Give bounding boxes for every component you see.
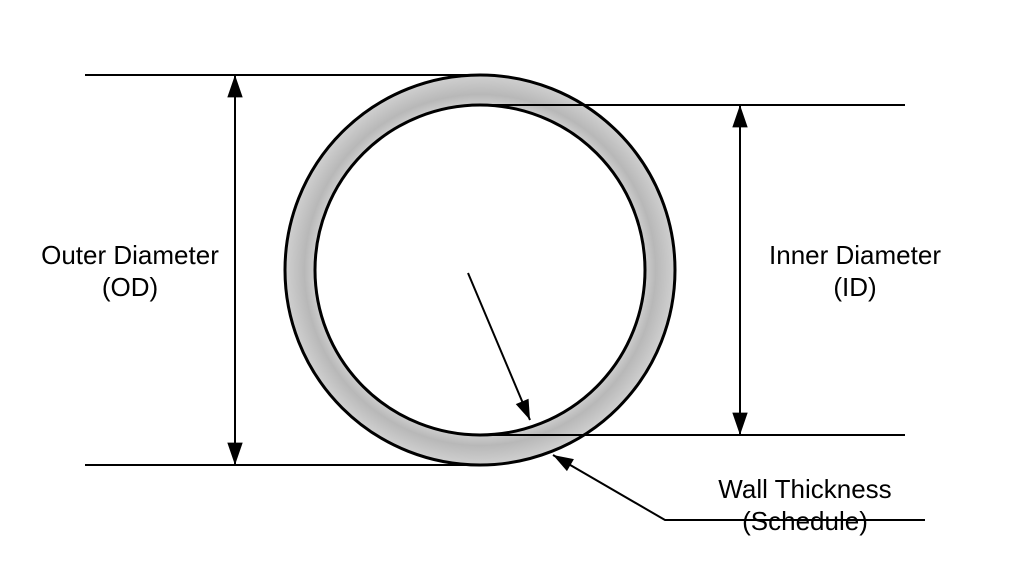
wall-label-line1: Wall Thickness [718,474,891,504]
id-dimension-arrow [732,105,747,435]
arrowhead-icon [553,455,574,471]
od-label-line2: (OD) [102,272,158,302]
pipe-cross-section-diagram: Outer Diameter (OD) Inner Diameter (ID) … [0,0,1024,576]
pipe-ring [285,75,675,465]
arrowhead-down-icon [732,413,747,435]
wall-label-line2: (Schedule) [742,506,868,536]
arrowhead-down-icon [227,443,242,465]
arrowhead-up-icon [732,105,747,127]
od-dimension-arrow [227,75,242,465]
od-label-line1: Outer Diameter [41,240,219,270]
inner-circle [315,105,645,435]
id-label-line2: (ID) [833,272,876,302]
arrowhead-up-icon [227,75,242,97]
id-label-line1: Inner Diameter [769,240,941,270]
